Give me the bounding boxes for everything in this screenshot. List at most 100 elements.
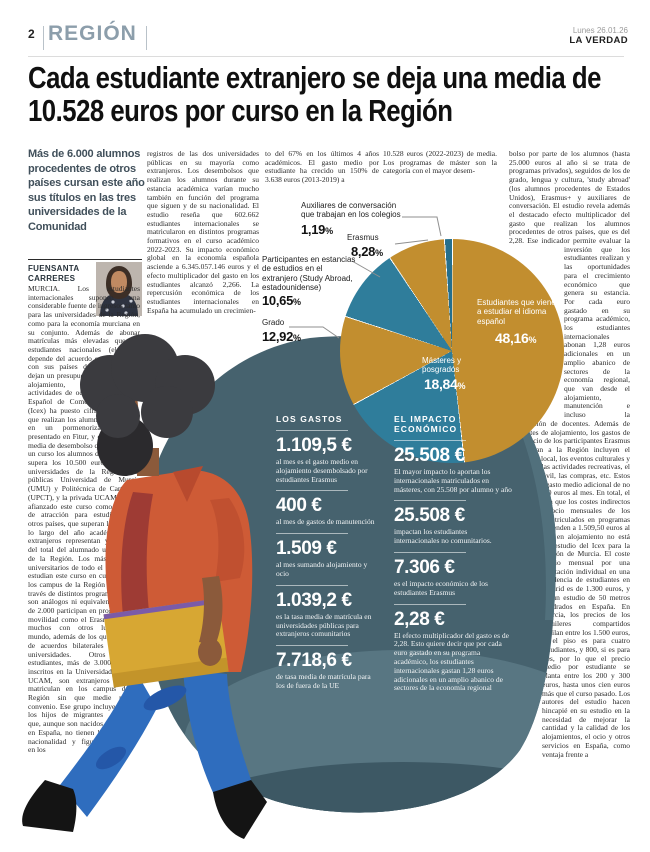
pie-pct-masteres: 18,84% bbox=[424, 376, 466, 392]
body-col-2: registros de las dos universidades públi… bbox=[147, 150, 259, 392]
body-text: 10.528 euros (2022-2023) de media. Los p… bbox=[383, 150, 497, 176]
stat-value: 1.039,2 € bbox=[276, 589, 352, 611]
stat-item: 2,28 € El efecto multiplicador del gasto… bbox=[394, 603, 512, 694]
pct-number: 10,65 bbox=[262, 293, 294, 308]
forearm bbox=[199, 576, 223, 646]
stat-rule bbox=[276, 490, 348, 492]
stat-item: 25.508 € El mayor impacto lo aportan los… bbox=[394, 440, 512, 494]
pie-pct-auxiliares: 1,19% bbox=[301, 222, 333, 237]
body-col-5: bolso por parte de los alumnos (hasta 25… bbox=[508, 150, 630, 849]
stat-value: 1.509 € bbox=[276, 538, 337, 560]
body-col-1: MURCIA. Los estudiantes internacionales … bbox=[28, 285, 141, 847]
stat-rule bbox=[394, 440, 466, 441]
stat-caption: es el impacto económico de los estudiant… bbox=[394, 578, 488, 597]
stat-value: 7.306 € bbox=[394, 556, 455, 578]
page-number: 2 bbox=[28, 27, 35, 41]
student-illustration bbox=[22, 334, 267, 839]
shoe-back bbox=[213, 780, 267, 839]
pie-pct-grado: 12,92% bbox=[262, 329, 301, 344]
masthead-title: LA VERDAD bbox=[569, 35, 628, 46]
pie-label-study-abroad: Participantes en estancias de estudios e… bbox=[262, 255, 356, 292]
stat-rule bbox=[394, 551, 466, 553]
stat-rule bbox=[276, 533, 348, 535]
percent-sign: % bbox=[457, 381, 466, 391]
stat-rule bbox=[276, 430, 348, 431]
stat-item: 25.508 € impactan los estudiantes intern… bbox=[394, 500, 512, 546]
stat-caption: al mes de gastos de manutención bbox=[276, 517, 375, 527]
headline: Cada estudiante extranjero se deja una m… bbox=[28, 60, 601, 128]
stat-item: 400 € al mes de gastos de manutención bbox=[276, 490, 380, 527]
body-text: bolso por parte de los alumnos (hasta 25… bbox=[509, 150, 630, 759]
jeans-back-leg bbox=[183, 670, 253, 797]
stat-rule bbox=[394, 500, 466, 502]
impacto-title: EL IMPACTO ECONÓMICO bbox=[394, 414, 458, 434]
stat-caption: El mayor impacto lo aportan los internac… bbox=[394, 467, 512, 494]
jeans-front-leg bbox=[60, 670, 157, 817]
pie-pct-study-abroad: 10,65% bbox=[262, 293, 301, 308]
section-divider bbox=[43, 26, 44, 50]
percent-sign: % bbox=[325, 226, 333, 236]
stat-caption: es la tasa media de matrícula en univers… bbox=[276, 611, 372, 639]
pie-label-erasmus: Erasmus bbox=[347, 233, 379, 242]
hand bbox=[198, 638, 222, 666]
folder bbox=[103, 598, 229, 688]
stat-value: 400 € bbox=[276, 495, 322, 517]
stat-rule bbox=[276, 645, 348, 647]
byline: FUENSANTA CARRERES bbox=[28, 259, 142, 316]
body-text: registros de las dos universidades públi… bbox=[147, 150, 259, 315]
percent-sign: % bbox=[293, 333, 301, 343]
hair bbox=[96, 394, 140, 438]
jeans-patch bbox=[143, 685, 187, 711]
stat-item: 1.039,2 € es la tasa media de matrícula … bbox=[276, 584, 380, 639]
stat-value: 25.508 € bbox=[394, 445, 465, 466]
pie-label-idioma: Estudiantes que vienen a estudiar el idi… bbox=[477, 298, 561, 326]
stat-item: 1.509 € al mes sumando alojamiento y oci… bbox=[276, 533, 380, 579]
pie-pct-erasmus: 8,28% bbox=[351, 244, 383, 259]
gastos-title: LOS GASTOS bbox=[276, 414, 343, 424]
stat-caption: al mes es el gasto medio en alojamiento … bbox=[276, 457, 368, 484]
stat-item: 7.718,6 € de tasa media de matrícula par… bbox=[276, 645, 380, 691]
stat-caption: El efecto multiplicador del gasto es de … bbox=[394, 630, 509, 693]
jacket-collar bbox=[173, 466, 203, 502]
body-col-3: to del 67% en los últimos 4 años académi… bbox=[265, 150, 379, 202]
body-text: MURCIA. Los estudiantes internacionales … bbox=[28, 285, 140, 755]
standfirst: Más de 6.000 alumnos procedentes de otro… bbox=[28, 148, 145, 233]
stat-value: 2,28 € bbox=[394, 608, 445, 630]
author-last-name: CARRERES bbox=[28, 273, 76, 283]
shoe-front bbox=[22, 780, 77, 832]
pie-pct-idioma: 48,16% bbox=[495, 330, 537, 346]
author-photo bbox=[96, 262, 142, 316]
stat-item: 1.109,5 € al mes es el gasto medio en al… bbox=[276, 430, 380, 484]
pie-label-masteres: Másteres y posgrados bbox=[422, 356, 462, 375]
masthead: Lunes 26.01.26 LA VERDAD bbox=[569, 26, 628, 46]
pct-number: 12,92 bbox=[262, 329, 294, 344]
author-first-name: FUENSANTA bbox=[28, 264, 80, 273]
body-text: to del 67% en los últimos 4 años académi… bbox=[265, 150, 379, 185]
stat-rule bbox=[276, 584, 348, 586]
stat-value: 1.109,5 € bbox=[276, 435, 352, 456]
header-rule bbox=[28, 56, 624, 57]
stat-item: 7.306 € es el impacto económico de los e… bbox=[394, 551, 512, 598]
stat-value: 7.718,6 € bbox=[276, 650, 352, 672]
stat-value: 25.508 € bbox=[394, 505, 465, 527]
body-col-4: 10.528 euros (2022-2023) de media. Los p… bbox=[383, 150, 497, 202]
stat-caption: al mes sumando alojamiento y ocio bbox=[276, 560, 368, 578]
percent-sign: % bbox=[293, 297, 301, 307]
author-photo-graphic bbox=[96, 262, 142, 316]
masthead-date: Lunes 26.01.26 bbox=[572, 26, 628, 35]
pct-number: 18,84 bbox=[424, 376, 458, 392]
impacto-panel: EL IMPACTO ECONÓMICO 25.508 € El mayor i… bbox=[394, 414, 512, 693]
gastos-panel: LOS GASTOS 1.109,5 € al mes es el gasto … bbox=[276, 414, 380, 691]
percent-sign: % bbox=[528, 335, 537, 345]
jacket-sleeve bbox=[210, 498, 245, 582]
pct-number: 48,16 bbox=[495, 330, 529, 346]
section-divider bbox=[146, 26, 147, 50]
pie-label-grado: Grado bbox=[262, 318, 285, 327]
section-title: REGIÓN bbox=[48, 22, 137, 45]
stat-caption: impactan los estudiantes internacionales… bbox=[394, 527, 492, 546]
hair bbox=[141, 386, 193, 438]
stat-rule bbox=[394, 603, 466, 605]
author-name: FUENSANTA CARRERES bbox=[28, 264, 79, 316]
percent-sign: % bbox=[375, 248, 383, 258]
